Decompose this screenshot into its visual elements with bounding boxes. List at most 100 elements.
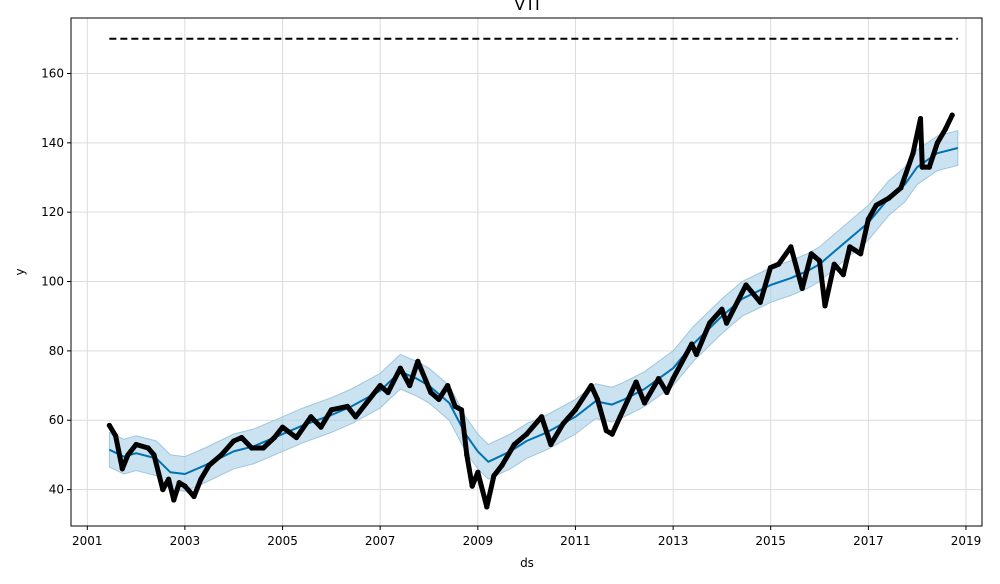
observed-point (757, 299, 763, 305)
y-tick-label: 140 (41, 136, 64, 150)
observed-point (808, 251, 814, 257)
observed-point (743, 282, 749, 288)
y-tick-label: 160 (41, 66, 64, 80)
observed-point (415, 358, 421, 364)
observed-point (816, 258, 823, 264)
observed-point (218, 452, 224, 458)
observed-point (249, 445, 255, 451)
y-tick-label: 80 (49, 344, 64, 358)
y-axis-label: y (13, 268, 27, 275)
observed-point (594, 396, 601, 403)
observed-point (407, 382, 413, 389)
observed-point (775, 261, 782, 267)
observed-point (385, 389, 391, 396)
observed-point (693, 351, 699, 357)
observed-point (799, 285, 805, 292)
observed-point (279, 424, 286, 430)
observed-point (452, 403, 458, 409)
x-tick-label: 2005 (267, 534, 298, 548)
observed-point (919, 164, 925, 170)
observed-point (840, 272, 846, 278)
observed-point (865, 216, 871, 222)
observed-point (206, 462, 212, 468)
chart-title: VTI (514, 0, 539, 14)
observed-point (308, 414, 314, 420)
observed-point (524, 431, 530, 437)
observed-point (318, 424, 324, 430)
observed-point (352, 414, 359, 420)
observed-point (113, 433, 119, 439)
observed-point (469, 483, 475, 489)
observed-point (898, 185, 904, 191)
observed-point (633, 379, 639, 385)
x-tick-label: 2003 (170, 534, 201, 548)
observed-point (125, 452, 131, 458)
observed-point (377, 382, 383, 389)
observed-point (926, 164, 932, 170)
observed-point (767, 265, 774, 271)
observed-point (664, 389, 670, 396)
observed-point (572, 407, 579, 413)
observed-point (885, 195, 892, 201)
x-tick-label: 2007 (365, 534, 396, 548)
observed-point (641, 400, 648, 406)
observed-point (198, 476, 204, 482)
observed-point (106, 422, 112, 429)
uncertainty-band-area (108, 130, 959, 492)
observed-point (689, 341, 695, 347)
observed-point (934, 140, 940, 146)
observed-point (847, 244, 853, 250)
observed-point (344, 403, 351, 409)
forecast-line (108, 147, 959, 475)
x-axis-ticks: 2001 2003 2005 2007 2009 2011 2013 2015 2017 2019 (72, 526, 981, 548)
y-tick-label: 120 (41, 205, 64, 219)
y-tick-label: 40 (49, 483, 64, 497)
observed-point (484, 504, 490, 510)
observed-point (458, 407, 465, 413)
y-tick-label: 100 (41, 275, 64, 289)
observed-point (831, 261, 837, 267)
x-axis-label: ds (520, 556, 534, 570)
observed-point (475, 469, 481, 475)
x-tick-label: 2009 (463, 534, 494, 548)
observed-point (617, 414, 623, 420)
observed-point (239, 434, 245, 441)
observed-point (788, 244, 794, 250)
observed-point (191, 493, 197, 500)
observed-point (133, 441, 139, 448)
y-axis-ticks: 40 60 80 100 120 140 160 (41, 66, 71, 497)
observed-point (151, 452, 157, 458)
x-tick-label: 2011 (560, 534, 591, 548)
observed-point (428, 389, 434, 396)
observed-point (917, 115, 924, 122)
observed-point (511, 441, 517, 448)
observed-point (603, 428, 609, 434)
observed-point (182, 483, 188, 489)
observed-point (949, 112, 955, 118)
observed-point (499, 462, 505, 468)
observed-point (723, 320, 730, 326)
observed-point (609, 431, 615, 437)
observed-point (436, 396, 442, 403)
observed-point (707, 320, 713, 326)
observed-points (106, 112, 955, 510)
observed-point (293, 434, 300, 441)
observed-point (397, 365, 403, 371)
observed-point (873, 202, 879, 208)
observed-point (160, 486, 166, 493)
observed-point (445, 382, 451, 389)
observed-point (176, 480, 182, 486)
observed-point (560, 421, 566, 427)
observed-point (464, 452, 470, 458)
observed-point (588, 382, 594, 389)
observed-point (539, 414, 545, 420)
observed-point (165, 476, 172, 482)
observed-point (145, 445, 151, 451)
x-tick-label: 2017 (853, 534, 884, 548)
observed-point (231, 438, 237, 444)
uncertainty-band (108, 130, 959, 492)
observed-point (119, 466, 125, 472)
y-tick-label: 60 (49, 413, 64, 427)
x-tick-label: 2015 (755, 534, 786, 548)
